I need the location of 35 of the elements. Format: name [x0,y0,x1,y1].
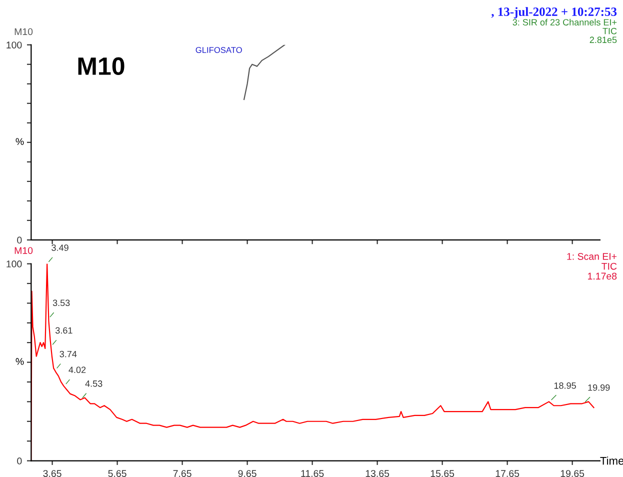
annotation: 3.61 [55,327,72,334]
annotation: 3.49 [52,244,68,251]
annotation: 19.99 [588,384,610,391]
x-tick-label: 13.65 [366,470,390,477]
y-tick-label: 0 [17,236,22,244]
text: , 13-jul-2022 + 10:27:53 [491,7,617,18]
y-axis-title: % [16,138,24,145]
annotation: 1.17e8 [588,272,617,280]
text: TIC [602,28,617,34]
y-tick-label: 0 [17,458,22,464]
text: M10 [14,28,33,36]
x-tick-label: 5.65 [108,470,126,477]
annotation: GLIFOSATO [196,47,242,53]
x-tick-label: 17.65 [496,470,520,477]
annotation: 3.74 [60,350,77,358]
text: 1: Scan EI+ [567,253,617,260]
x-tick-label: 15.65 [430,470,454,477]
x-tick-label: 3.65 [43,470,62,477]
text: 2.81e5 [590,36,617,44]
annotation: 4.53 [85,380,102,387]
x-tick-label: 7.65 [173,470,192,477]
x-tick-label: 19.65 [560,470,584,477]
line-series [243,44,286,100]
text: TIC [602,262,617,270]
annotation: 3.53 [52,300,70,306]
y-tick-label: 100 [6,260,22,268]
y-tick-label: 100 [6,42,22,48]
text: 3: SIR of 23 Channels EI+ [512,18,617,26]
annotation: 4.02 [68,366,86,374]
annotation: M10 [78,57,124,76]
x-tick-label: 9.65 [238,470,256,477]
text: M10 [14,247,33,254]
y-axis-title: % [16,358,24,365]
x-tick-label: 11.65 [301,470,324,477]
annotation: 18.95 [554,382,576,389]
